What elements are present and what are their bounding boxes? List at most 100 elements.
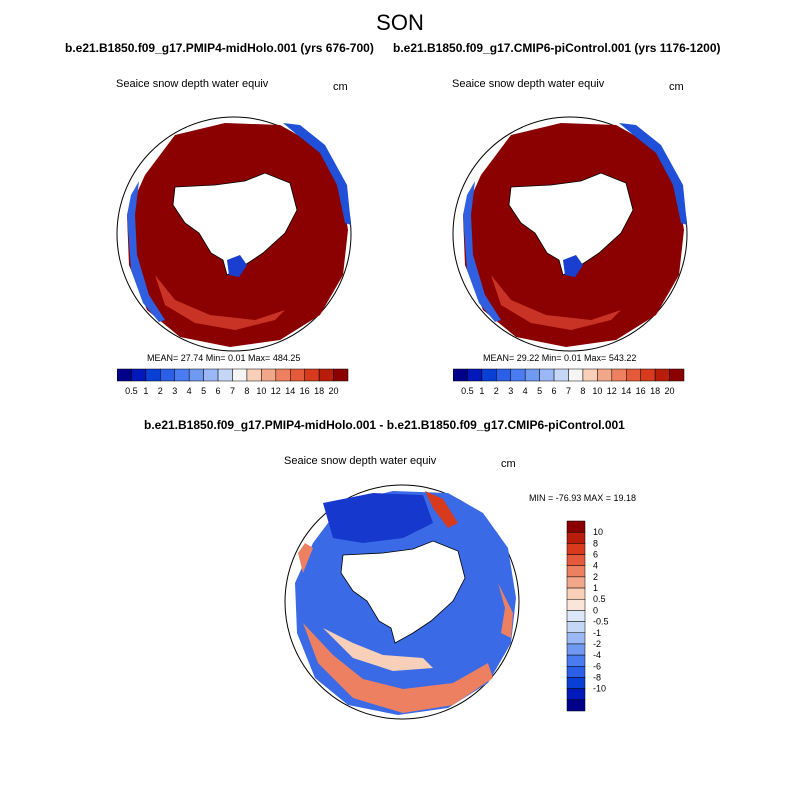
panel2-antarctica <box>508 172 634 276</box>
panel2-colorbar-box <box>611 368 627 382</box>
panel2-colorbar-box <box>496 368 512 382</box>
panel1-variable: Seaice snow depth water equiv <box>116 78 269 90</box>
panel2-colorbar-box <box>568 368 584 382</box>
panel2-colorbar-box <box>539 368 555 382</box>
panel1-colorbar-box <box>290 368 305 382</box>
panel2-colorbar-label: 14 <box>621 386 631 396</box>
panel1-colorbar: 0.5 1 2 3 4 5 6 7 8 10 12 14 16 18 20 <box>117 368 349 396</box>
panel1-colorbar-label: 10 <box>256 386 266 396</box>
panel1-colorbar-box <box>145 368 161 382</box>
panel3-colorbar-label: -4 <box>593 650 601 660</box>
panel1-colorbar-box <box>117 368 132 382</box>
panel1-edge-blue-west <box>127 181 165 322</box>
panel3-colorbar-box <box>566 520 586 533</box>
panel1-colorbar-box <box>318 368 334 382</box>
panel1-colorbar-label: 4 <box>187 386 192 396</box>
panel3-colorbar-box <box>566 565 586 578</box>
panel2-colorbar-label: 12 <box>607 386 617 396</box>
panel1-colorbar-box <box>333 368 349 382</box>
panel3-colorbar-label: -0.5 <box>593 617 609 627</box>
panel3-colorbar-label: 4 <box>593 561 598 571</box>
panel1-colorbar-label: 5 <box>201 386 206 396</box>
panel2-colorbar-box <box>553 368 569 382</box>
panel3-colorbar-label: -1 <box>593 628 601 638</box>
panel1-colorbar-box <box>217 368 233 382</box>
panel3-variable: Seaice snow depth water equiv <box>284 455 437 467</box>
panel1-colorbar-box <box>246 368 262 382</box>
panel2-ross-blue <box>563 255 583 277</box>
panel1-colorbar-label: 8 <box>244 386 249 396</box>
panel3-units: cm <box>501 458 516 470</box>
panel2-colorbar-label: 16 <box>636 386 646 396</box>
panel3-colorbar-box <box>566 587 586 600</box>
panel1-edge-red-north <box>155 275 285 330</box>
panel3-colorbar-box <box>566 621 586 634</box>
panel3-strong-negative <box>323 493 433 543</box>
panel2-colorbar-box <box>626 368 641 382</box>
panel2-edge-red-north <box>491 275 621 330</box>
panel3-colorbar-label: 0.5 <box>593 594 606 604</box>
panel2-colorbar-label: 8 <box>580 386 585 396</box>
panel1-colorbar-label: 18 <box>314 386 324 396</box>
panel1-colorbar-box <box>188 368 204 382</box>
panel1-colorbar-label: 2 <box>158 386 163 396</box>
panel2-colorbar-box <box>524 368 540 382</box>
panel3-colorbar-box <box>566 699 586 712</box>
panel3-colorbar-box <box>566 531 586 544</box>
panel2-stats: MEAN= 29.22 Min= 0.01 Max= 543.22 <box>483 353 637 363</box>
panel1-title: b.e21.B1850.f09_g17.PMIP4-midHolo.001 (y… <box>65 41 374 55</box>
panel3-positive-north <box>303 623 493 713</box>
panel2-colorbar-box <box>582 368 598 382</box>
panel3-stats: MIN = -76.93 MAX = 19.18 <box>529 493 637 503</box>
panel1-units: cm <box>333 81 348 93</box>
panel2-colorbar-label: 6 <box>552 386 557 396</box>
panel3-colorbar-box <box>566 643 586 656</box>
panel1-ross-blue <box>227 255 247 277</box>
panel1-colorbar-label: 16 <box>300 386 310 396</box>
panel1-edge-blue-east <box>283 123 351 225</box>
panel1-colorbar-box <box>174 368 190 382</box>
panel3-positive-east <box>498 583 513 638</box>
panel1-colorbar-label: 3 <box>172 386 177 396</box>
panel1-colorbar-box <box>160 368 176 382</box>
panel2-colorbar-box <box>467 368 483 382</box>
panel1-colorbar-label: 6 <box>216 386 221 396</box>
panel1-colorbar-label: 1 <box>143 386 148 396</box>
panel3-colorbar-label: 0 <box>593 605 598 615</box>
panel3-colorbar-label: -6 <box>593 661 601 671</box>
panel1-stats: MEAN= 27.74 Min= 0.01 Max= 484.25 <box>147 353 301 363</box>
panel3-colorbar-label: 6 <box>593 550 598 560</box>
panel2-colorbar-label: 3 <box>508 386 513 396</box>
panel2-colorbar-box <box>654 368 670 382</box>
panel3-colorbar-label: -10 <box>593 684 606 694</box>
panel3-colorbar-box <box>566 576 586 589</box>
panel3-colorbar-label: 2 <box>593 572 598 582</box>
panel3-positive-east-arc <box>425 491 458 528</box>
panel3-antarctica <box>340 540 466 644</box>
panel2-colorbar-box <box>481 368 497 382</box>
panel1-colorbar-label: 20 <box>329 386 339 396</box>
panel3-weak-positive <box>323 628 433 671</box>
panel1-colorbar-label: 14 <box>285 386 295 396</box>
panel3-colorbar-box <box>566 598 586 611</box>
main-title: SON <box>376 10 424 35</box>
panel2-variable: Seaice snow depth water equiv <box>452 78 605 90</box>
panel1-colorbar-label: 12 <box>271 386 281 396</box>
panel2-edge-blue-east <box>619 123 687 225</box>
panel3-colorbar-label: -8 <box>593 672 601 682</box>
panel3-colorbar-box <box>566 543 586 555</box>
panel3-colorbar-box <box>566 610 586 622</box>
panel3-colorbar-box <box>566 654 586 667</box>
panel3-colorbar-box <box>566 688 586 701</box>
panel2-colorbar-box <box>453 368 468 382</box>
panel2-colorbar-label: 2 <box>494 386 499 396</box>
panel2-colorbar-label: 0.5 <box>461 386 474 396</box>
panel3-map <box>284 484 520 720</box>
panel2-colorbar-label: 4 <box>523 386 528 396</box>
panel1-colorbar-label: 0.5 <box>125 386 138 396</box>
panel2-colorbar-box <box>597 368 613 382</box>
panel2-colorbar-label: 20 <box>665 386 675 396</box>
panel2-colorbar-box <box>510 368 526 382</box>
panel2-map <box>452 116 688 352</box>
panel1-antarctica <box>172 172 298 276</box>
